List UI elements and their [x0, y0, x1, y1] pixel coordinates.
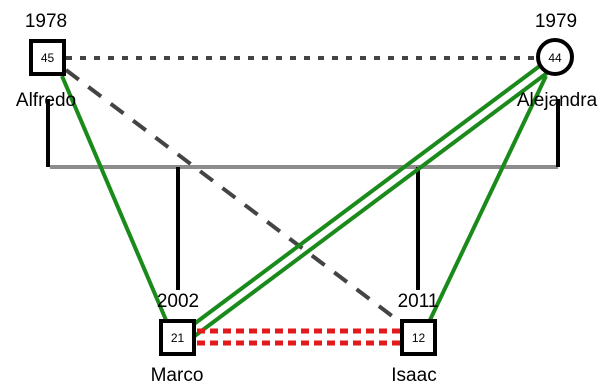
male-symbol-alfredo [29, 39, 66, 76]
relationship-lines [60, 56, 553, 346]
male-symbol-isaac [400, 319, 437, 356]
relationship-close-alfredo-marco [60, 75, 168, 321]
birth-year-alejandra: 1979 [535, 11, 577, 32]
birth-year-isaac: 2011 [398, 291, 439, 312]
female-symbol-alejandra [536, 38, 574, 76]
birth-year-alfredo: 1978 [25, 11, 67, 32]
person-alfredo[interactable]: 1978 45 Alfredo [16, 11, 76, 111]
age-alfredo: 45 [41, 51, 55, 65]
person-marco[interactable]: 2002 21 Marco [151, 291, 204, 386]
age-isaac: 12 [412, 331, 426, 345]
name-alfredo: Alfredo [16, 90, 76, 111]
relationship-very-close-alejandra-marco [184, 60, 553, 340]
name-isaac: Isaac [391, 365, 436, 386]
family-structure-lines [46, 99, 560, 290]
person-alejandra[interactable]: 1979 44 Alejandra [517, 11, 598, 111]
name-marco: Marco [151, 365, 204, 386]
relationship-distant-alfredo-isaac [64, 68, 402, 324]
person-isaac[interactable]: 2011 12 Isaac [391, 291, 438, 386]
age-alejandra: 44 [548, 51, 562, 65]
birth-year-marco: 2002 [157, 291, 199, 312]
age-marco: 21 [171, 331, 185, 345]
name-alejandra: Alejandra [517, 90, 598, 111]
male-symbol-marco [159, 319, 196, 356]
relationship-conflict-marco-isaac [197, 328, 400, 346]
relationship-close-alejandra-isaac [428, 75, 548, 321]
